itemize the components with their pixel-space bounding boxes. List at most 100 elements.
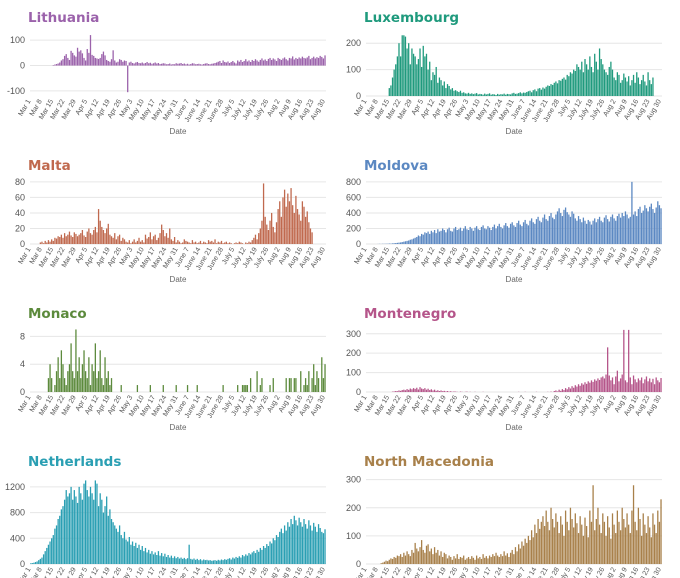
x-tick-label: June 21 <box>195 566 214 578</box>
bar <box>75 496 77 564</box>
bar <box>427 544 429 564</box>
x-tick-label: May 10 <box>464 566 482 578</box>
bar <box>51 538 53 564</box>
y-tick-label: 0 <box>356 387 361 397</box>
x-tick-label: Mar 29 <box>61 566 78 578</box>
bar <box>487 93 489 96</box>
bar <box>245 242 247 244</box>
bar <box>443 81 445 96</box>
bar <box>581 383 583 392</box>
bar <box>280 528 282 564</box>
bar <box>167 237 169 244</box>
bar <box>290 519 292 564</box>
bar <box>109 509 111 564</box>
bar <box>196 64 198 66</box>
bar <box>149 385 151 392</box>
bar <box>38 560 40 564</box>
bar <box>445 554 447 564</box>
bar <box>88 228 90 244</box>
bar <box>148 549 150 564</box>
bar <box>292 205 294 244</box>
bar <box>269 541 271 564</box>
bar <box>256 371 258 392</box>
bar <box>658 205 661 244</box>
bar <box>246 243 249 244</box>
bar <box>295 520 297 564</box>
bar <box>398 390 400 392</box>
bar <box>76 236 79 244</box>
bar <box>602 513 604 565</box>
x-tick-label: Aug 2 <box>266 566 281 578</box>
bar <box>190 558 192 564</box>
bar <box>581 524 583 565</box>
bar <box>613 524 615 565</box>
x-tick-label: July 19 <box>242 566 259 578</box>
bar <box>558 208 560 244</box>
bar <box>235 556 237 564</box>
bar <box>251 552 253 564</box>
bar <box>293 378 295 392</box>
x-tick-label: June 28 <box>542 566 561 578</box>
bar <box>136 385 139 392</box>
bar <box>120 385 122 392</box>
bar <box>324 55 326 66</box>
bar <box>560 516 562 564</box>
bar <box>492 554 494 564</box>
bar <box>188 242 190 244</box>
bar <box>475 226 478 244</box>
bar <box>600 377 602 392</box>
bar <box>52 240 54 244</box>
bar <box>135 542 137 564</box>
bar <box>120 59 122 66</box>
bar <box>232 557 234 564</box>
bar <box>390 85 392 96</box>
bar <box>454 226 457 244</box>
bar <box>595 380 597 392</box>
bar <box>634 82 636 96</box>
bar <box>451 231 454 244</box>
bar <box>440 390 442 392</box>
bar <box>59 515 61 564</box>
bar <box>67 234 69 244</box>
bar <box>610 538 612 564</box>
bar <box>529 540 531 564</box>
bar <box>104 506 106 564</box>
bar <box>324 529 326 564</box>
bar <box>196 558 198 564</box>
bar <box>96 232 98 244</box>
bar <box>88 357 90 392</box>
bar <box>230 61 232 66</box>
bar <box>597 219 599 244</box>
bar <box>636 72 638 96</box>
bar <box>60 350 63 392</box>
bar <box>566 74 568 96</box>
bar <box>605 215 607 244</box>
x-tick-label: June 14 <box>184 566 203 578</box>
bar <box>162 556 164 564</box>
bar <box>186 241 189 244</box>
bar <box>631 510 633 564</box>
bar <box>573 527 575 564</box>
bar <box>535 533 538 564</box>
bar <box>660 208 662 244</box>
bar <box>495 552 497 564</box>
bar <box>639 84 641 96</box>
bar <box>417 59 420 96</box>
bar <box>422 389 424 392</box>
bar <box>230 243 232 244</box>
x-axis-label: Date <box>170 127 187 136</box>
bar <box>626 81 628 96</box>
bar <box>238 61 240 66</box>
bar <box>272 378 274 392</box>
bar <box>288 378 291 392</box>
bar <box>96 378 98 392</box>
bar <box>104 55 106 66</box>
bar <box>167 64 169 66</box>
bar <box>628 218 630 244</box>
bar <box>598 524 601 565</box>
bar <box>597 378 599 392</box>
bar <box>99 57 101 66</box>
bar <box>582 535 585 565</box>
bar <box>524 219 526 244</box>
bar <box>303 385 305 392</box>
